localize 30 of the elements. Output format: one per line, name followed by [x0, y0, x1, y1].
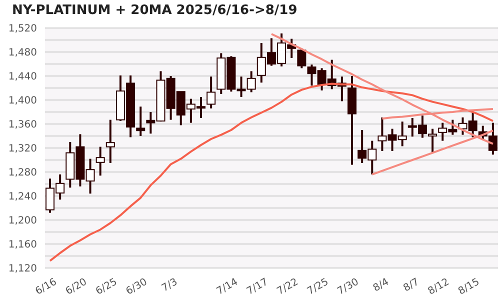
y-tick-label: 1,480: [8, 48, 37, 59]
y-tick-label: 1,320: [8, 144, 37, 155]
x-tick-label: 7/3: [160, 276, 180, 294]
x-tick-label: 6/16: [34, 276, 59, 298]
x-tick-label: 6/30: [124, 276, 150, 298]
x-tick-label: 8/15: [456, 276, 482, 298]
y-tick-label: 1,160: [8, 240, 37, 251]
x-tick-label: 7/14: [214, 276, 240, 298]
candlestick: [106, 118, 115, 164]
x-tick-label: 8/7: [402, 276, 422, 294]
x-tick-label: 6/25: [94, 276, 120, 298]
y-tick-label: 1,120: [8, 264, 37, 275]
candlestick: [96, 146, 105, 177]
candlestick: [136, 106, 146, 137]
candlestick: [206, 76, 216, 110]
x-tick-label: 8/4: [372, 276, 391, 294]
y-tick-label: 1,200: [8, 216, 37, 227]
x-tick-label: 7/22: [275, 276, 300, 298]
x-tick-label: 7/25: [306, 276, 331, 298]
y-tick-label: 1,440: [8, 72, 37, 83]
y-tick-label: 1,520: [8, 24, 37, 35]
y-tick-label: 1,240: [8, 192, 37, 203]
x-tick-label: 7/17: [245, 276, 270, 298]
x-tick-label: 8/12: [426, 276, 452, 298]
y-tick-label: 1,400: [8, 96, 37, 107]
y-tick-label: 1,360: [8, 120, 37, 131]
y-tick-label: 1,280: [8, 168, 37, 179]
chart-title: NY-PLATINUM + 20MA 2025/6/16->8/19: [12, 3, 298, 18]
x-tick-label: 6/20: [64, 276, 89, 298]
x-tick-label: 7/30: [336, 276, 361, 298]
